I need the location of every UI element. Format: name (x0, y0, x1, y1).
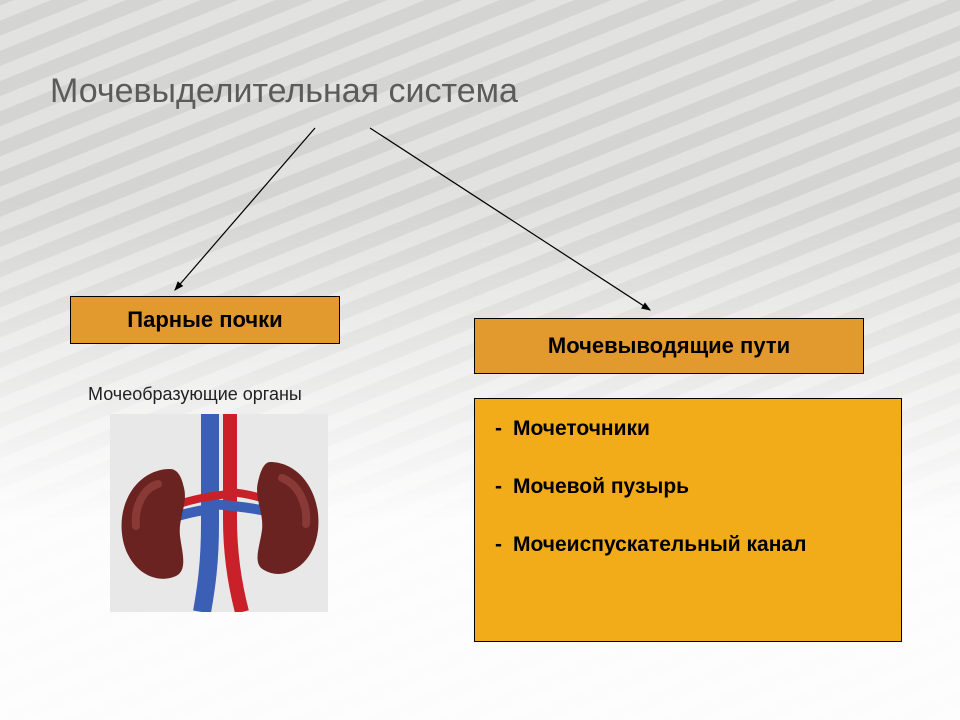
box-paired-kidneys-label: Парные почки (127, 307, 282, 333)
urinary-tract-list-item: Мочевой пузырь (495, 475, 901, 499)
urinary-tract-list-item: Мочеточники (495, 417, 901, 441)
page-title: Мочевыделительная система (50, 72, 518, 111)
kidney-illustration (110, 414, 328, 612)
kidney-illustration-icon (110, 414, 328, 612)
box-paired-kidneys: Парные почки (70, 296, 340, 344)
urinary-tract-list-item: Мочеиспускательный канал (495, 533, 901, 557)
urinary-tract-list: Мочеточники Мочевой пузырь Мочеиспускатель… (495, 417, 901, 557)
urinary-tract-list-box: Мочеточники Мочевой пузырь Мочеиспускатель… (474, 398, 902, 642)
box-urinary-tract: Мочевыводящие пути (474, 318, 864, 374)
subtitle-urine-forming-organs: Мочеобразующие органы (88, 384, 302, 405)
box-urinary-tract-label: Мочевыводящие пути (548, 333, 790, 359)
